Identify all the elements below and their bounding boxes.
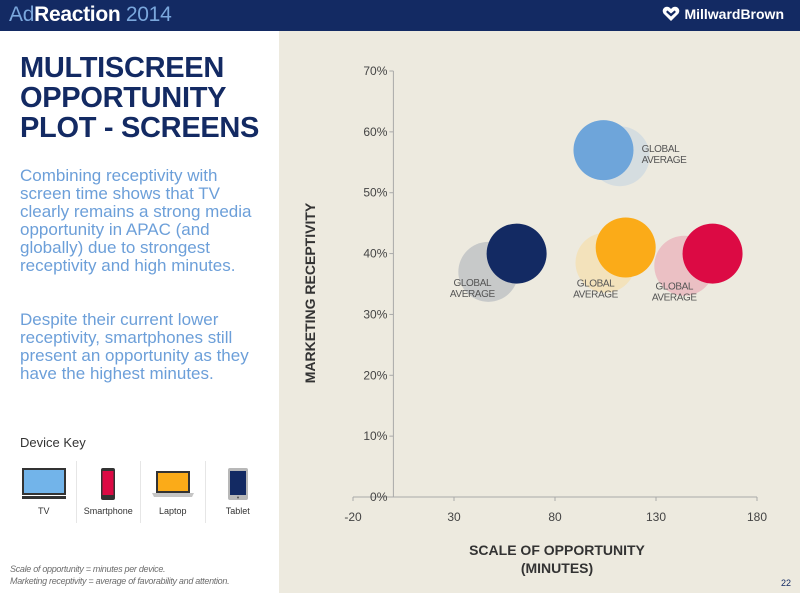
device-key-laptop: Laptop — [141, 461, 206, 523]
smartphone-apac-bubble — [682, 223, 743, 284]
y-tick-label: 0% — [370, 490, 388, 504]
logo-text: MillwardBrown — [684, 6, 784, 22]
paragraph-2: Despite their current lower receptivity,… — [20, 310, 249, 383]
smartphone-global-average-label: GLOBAL — [655, 282, 693, 293]
x-tick-label: 80 — [548, 510, 562, 524]
device-key-tv: TV — [12, 461, 77, 523]
device-label: Laptop — [159, 506, 187, 516]
y-tick-label: 10% — [363, 429, 387, 443]
title-line: PLOT - SCREENS — [20, 112, 260, 144]
y-tick-label: 70% — [363, 64, 387, 78]
smartphone-icon — [77, 465, 141, 503]
brand-ad: Ad — [9, 3, 35, 26]
device-label: Tablet — [225, 506, 250, 516]
top-bar: AdReaction 2014 MillwardBrown — [0, 0, 800, 31]
footnote: Scale of opportunity = minutes per devic… — [10, 563, 230, 587]
brand-reaction: Reaction — [34, 3, 121, 26]
x-tick-label: 30 — [447, 510, 461, 524]
y-tick-label: 40% — [363, 247, 387, 261]
device-key: TV Smartphone Laptop Tablet — [12, 461, 270, 523]
tv-global-average-label: AVERAGE — [642, 155, 688, 166]
laptop-icon — [141, 465, 205, 503]
page-number: 22 — [780, 578, 791, 588]
chart-panel — [279, 31, 800, 593]
heart-logo-icon — [663, 6, 680, 21]
tablet-apac-bubble — [486, 223, 547, 284]
title-line: OPPORTUNITY — [20, 82, 227, 114]
tablet-global-average-label: AVERAGE — [450, 289, 496, 300]
footnote-line: Scale of opportunity = minutes per devic… — [10, 564, 166, 574]
page-title: MULTISCREEN OPPORTUNITY PLOT - SCREENS — [20, 53, 270, 143]
x-axis-title-line2: (MINUTES) — [521, 560, 593, 576]
tv-global-average-label: GLOBAL — [642, 144, 680, 155]
millwardbrown-logo: MillwardBrown — [662, 6, 784, 22]
tablet-global-average-label: GLOBAL — [454, 278, 492, 289]
axes: 0% 10% 20% 30% 40% 50% 60% 70% -20 30 80 130 180 — [344, 64, 767, 524]
paragraph-1: Combining receptivity with screen time s… — [20, 166, 252, 275]
x-tick-label: 180 — [747, 510, 767, 524]
laptop-apac-bubble — [595, 217, 656, 278]
y-tick-label: 20% — [363, 368, 387, 382]
x-tick-label: -20 — [344, 510, 362, 524]
smartphone-global-average-label: AVERAGE — [652, 293, 698, 304]
device-key-smartphone: Smartphone — [77, 461, 142, 523]
footnote-line: Marketing receptivity = average of favor… — [10, 576, 230, 586]
marks: GLOBALAVERAGEGLOBALAVERAGEGLOBALAVERAGEG… — [450, 120, 743, 304]
laptop-global-average-label: AVERAGE — [573, 290, 619, 301]
device-key-label: Device Key — [20, 435, 86, 450]
tv-icon — [12, 465, 76, 503]
y-tick-label: 50% — [363, 186, 387, 200]
x-axis-title-line1: SCALE OF OPPORTUNITY — [469, 542, 645, 558]
brand-title: AdReaction 2014 — [9, 3, 172, 27]
tablet-icon — [206, 465, 270, 503]
tv-apac-bubble — [573, 120, 634, 181]
device-label: Smartphone — [83, 506, 133, 516]
y-axis-title: MARKETING RECEPTIVITY — [302, 202, 318, 383]
laptop-global-average-label: GLOBAL — [577, 279, 615, 290]
title-line: MULTISCREEN — [20, 52, 224, 84]
y-tick-label: 30% — [363, 307, 387, 321]
device-key-tablet: Tablet — [206, 461, 270, 523]
brand-year: 2014 — [120, 3, 172, 26]
device-label: TV — [38, 506, 50, 516]
scatter-chart: 0% 10% 20% 30% 40% 50% 60% 70% -20 30 80 130 180 GLO… — [302, 64, 767, 576]
y-tick-label: 60% — [363, 125, 387, 139]
x-tick-label: 130 — [646, 510, 666, 524]
